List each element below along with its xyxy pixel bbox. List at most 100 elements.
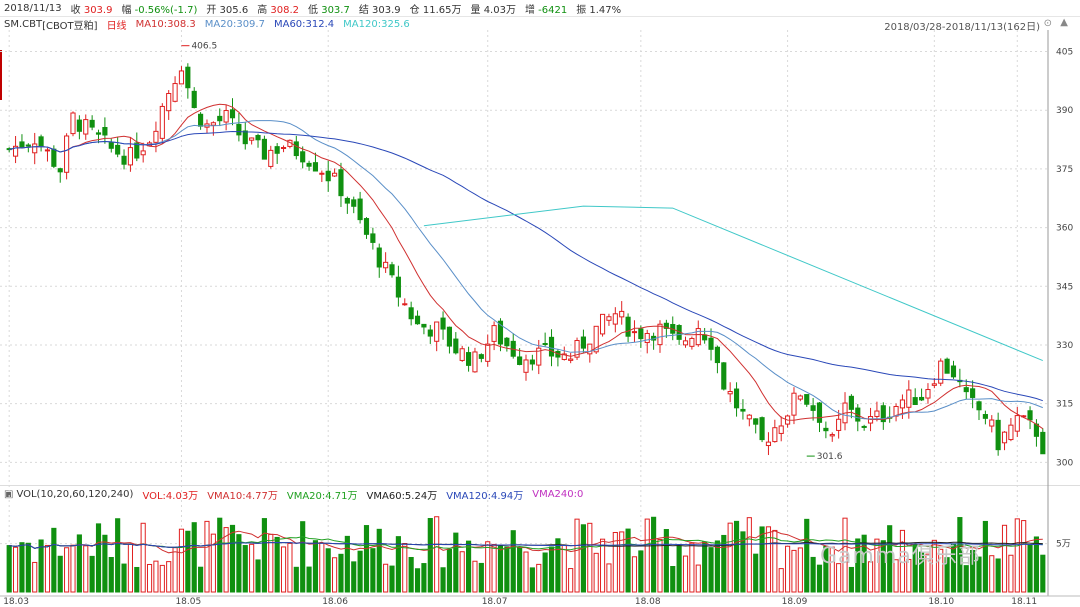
candle-body	[497, 320, 504, 345]
candle-body	[134, 142, 140, 159]
ma60-line	[9, 130, 1043, 402]
ma10-label: MA10:308.3	[135, 18, 196, 30]
candle-body	[823, 427, 829, 432]
volume-bar	[740, 531, 746, 593]
volume-bar	[370, 548, 376, 593]
volume-bar	[25, 542, 31, 593]
candle-body	[561, 353, 567, 360]
candle-body	[376, 247, 382, 268]
volume-bar	[434, 516, 440, 593]
oi-label: 仓	[409, 4, 420, 16]
candle-body	[708, 337, 714, 350]
volume-bar	[76, 534, 82, 593]
candle-body	[944, 358, 950, 374]
ma120-line	[423, 205, 1043, 362]
candle-body	[332, 172, 338, 177]
volume-bar	[1001, 524, 1008, 593]
volume-bar	[274, 536, 280, 593]
volume-indicator-bar: ▣ VOL(10,20,60,120,240) VOL:4.03万 VMA10:…	[0, 485, 1080, 502]
candle-body	[919, 396, 925, 401]
volume-bar	[970, 549, 976, 593]
candle-body	[140, 150, 146, 156]
volume-bar	[408, 556, 414, 593]
candle-body	[57, 168, 63, 173]
price-tick-label: 315	[1056, 400, 1073, 410]
candle-body	[950, 365, 957, 378]
candle-body	[108, 141, 114, 149]
candle-body	[1014, 415, 1020, 432]
volume-bar	[867, 561, 874, 593]
candle-body	[12, 145, 19, 157]
candle-body	[912, 397, 918, 405]
symbol-name: [CBOT豆粕]	[42, 20, 98, 32]
vol-menu-icon[interactable]: ▣	[4, 488, 14, 500]
volume-bar	[733, 520, 740, 593]
candle-body	[472, 351, 478, 373]
volume-bar	[612, 531, 618, 593]
chevron-up-icon[interactable]: ▲	[1060, 17, 1068, 28]
volume-bar	[848, 566, 854, 593]
volume-bar	[657, 539, 663, 593]
volume-bar	[746, 517, 752, 593]
candle-body	[989, 419, 995, 427]
quote-date: 2018/11/13	[4, 2, 62, 14]
candle-body	[657, 323, 663, 346]
volume-bar	[414, 568, 421, 593]
candle-body	[25, 144, 31, 147]
candle-body	[587, 343, 593, 355]
volume-bar	[44, 544, 51, 593]
period-label[interactable]: 日线	[106, 20, 127, 32]
volume-bar	[83, 545, 89, 593]
vol-value: VOL:4.03万	[142, 490, 199, 502]
volume-bar	[332, 557, 338, 593]
lock-icon[interactable]: ⊙	[1043, 18, 1052, 29]
volume-bar	[593, 552, 599, 593]
candle-body	[242, 130, 248, 145]
candle-body	[663, 322, 669, 329]
volume-bar	[893, 559, 899, 593]
volume-bar	[121, 563, 127, 593]
candle-body	[714, 346, 720, 364]
candle-body	[746, 414, 752, 420]
candle-body	[300, 151, 306, 163]
candle-body	[383, 261, 389, 269]
watermark-logo: Gamma俱乐部	[820, 544, 981, 569]
candle-body	[682, 340, 689, 346]
volume-tick-label: 5万	[1056, 540, 1071, 550]
candle-body	[485, 343, 491, 362]
volume-bar	[140, 522, 146, 593]
ma10-line	[9, 103, 1044, 430]
volume-bar	[363, 525, 370, 593]
volume-bar	[810, 556, 816, 593]
volume-bar	[676, 545, 682, 593]
time-tick-label: 18.09	[782, 597, 808, 607]
volume-bar	[357, 550, 363, 593]
candle-body	[395, 276, 401, 298]
volume-bar	[172, 547, 178, 593]
volume-bar	[836, 563, 842, 593]
candle-body	[970, 388, 976, 398]
vma120-line	[9, 541, 1043, 549]
volume-bar	[280, 546, 287, 593]
volume-bar	[325, 548, 331, 593]
volume-bar	[166, 561, 172, 593]
volume-bar	[153, 560, 159, 593]
volume-bar	[6, 545, 12, 593]
candle-body	[542, 343, 548, 346]
volume-bar	[389, 565, 395, 593]
volume-bar	[925, 553, 931, 593]
volume-bar	[651, 516, 657, 593]
volume-bar	[580, 524, 586, 593]
volume-bar	[338, 553, 344, 593]
volume-bar	[178, 528, 185, 593]
candle-body	[568, 358, 574, 361]
candle-body	[638, 328, 644, 340]
settle-label: 结	[358, 4, 369, 16]
candle-body	[191, 90, 197, 109]
close-value: 303.9	[83, 4, 113, 16]
candle-body	[459, 348, 465, 361]
volume-bar	[478, 562, 484, 593]
annotation-label: 301.6	[817, 452, 843, 462]
volume-bar	[663, 529, 669, 593]
